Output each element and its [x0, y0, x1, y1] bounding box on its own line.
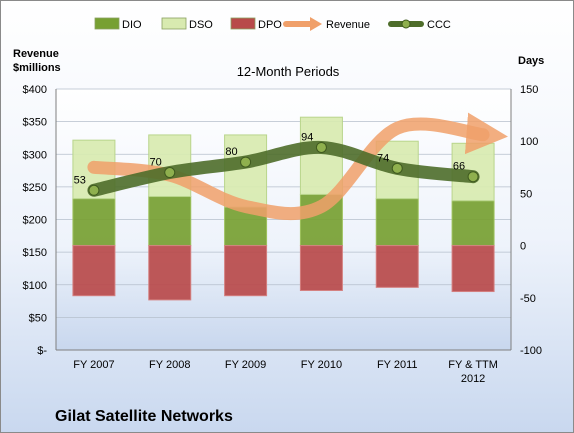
ccc-point	[240, 156, 252, 168]
category-label: FY 2010	[301, 359, 342, 371]
bar-dpo	[148, 245, 192, 301]
bar-dpo	[224, 245, 268, 297]
ccc-point	[164, 167, 176, 179]
bar-dpo	[72, 245, 116, 297]
legend-swatch-dpo	[230, 17, 256, 30]
left-axis-title-line2: $millions	[13, 62, 61, 74]
legend-swatch-dio	[94, 17, 120, 30]
company-name: Gilat Satellite Networks	[55, 408, 233, 425]
right-tick-label: -50	[520, 293, 536, 305]
right-tick-label: 50	[520, 188, 532, 200]
category-label: 2012	[461, 373, 485, 385]
category-label: FY 2008	[149, 359, 190, 371]
bar-dso	[224, 134, 268, 208]
legend-label-dio: DIO	[122, 19, 142, 31]
left-tick-label: $350	[23, 117, 47, 129]
bar-dpo	[299, 245, 343, 291]
right-tick-label: -100	[520, 345, 542, 357]
right-tick-label: 0	[520, 241, 526, 253]
bar-dpo	[375, 245, 419, 288]
legend-label-dso: DSO	[189, 19, 213, 31]
right-tick-label: 100	[520, 136, 538, 148]
ccc-line	[87, 140, 480, 197]
left-tick-label: $250	[23, 182, 47, 194]
left-tick-label: $50	[29, 312, 47, 324]
bar-dio	[72, 198, 116, 247]
ccc-point	[467, 171, 479, 183]
left-tick-label: $100	[23, 280, 47, 292]
ccc-data-label: 94	[301, 131, 313, 143]
bar-dpo	[451, 245, 495, 293]
legend-marker-ccc	[401, 19, 411, 29]
left-tick-label: $150	[23, 247, 47, 259]
left-axis-title-line1: Revenue	[13, 48, 59, 60]
legend-swatch-dso	[161, 17, 187, 30]
legend-label-revenue: Revenue	[326, 19, 370, 31]
ccc-point	[315, 141, 327, 153]
right-axis-title: Days	[518, 55, 544, 67]
category-label: FY 2009	[225, 359, 266, 371]
category-label: FY 2007	[73, 359, 114, 371]
chart-title: 12-Month Periods	[237, 64, 340, 79]
category-label: FY & TTM	[448, 359, 498, 371]
ccc-point	[88, 184, 100, 196]
ccc-data-label: 53	[74, 174, 86, 186]
ccc-point	[391, 162, 403, 174]
left-tick-label: $400	[23, 84, 47, 96]
bar-dio	[375, 198, 419, 247]
left-tick-label: $200	[23, 215, 47, 227]
bar-dio	[148, 196, 192, 247]
right-tick-label: 150	[520, 84, 538, 96]
legend-arrow-icon	[310, 17, 322, 31]
bar-dio	[451, 200, 495, 247]
ccc-data-label: 66	[453, 161, 465, 173]
left-tick-label: $300	[23, 149, 47, 161]
category-label: FY 2011	[377, 359, 418, 371]
ccc-data-label: 80	[225, 146, 237, 158]
legend-label-dpo: DPO	[258, 19, 282, 31]
legend-label-ccc: CCC	[427, 19, 451, 31]
ccc-data-label: 74	[377, 152, 389, 164]
left-tick-label: $-	[37, 345, 47, 357]
ccc-data-label: 70	[150, 157, 162, 169]
